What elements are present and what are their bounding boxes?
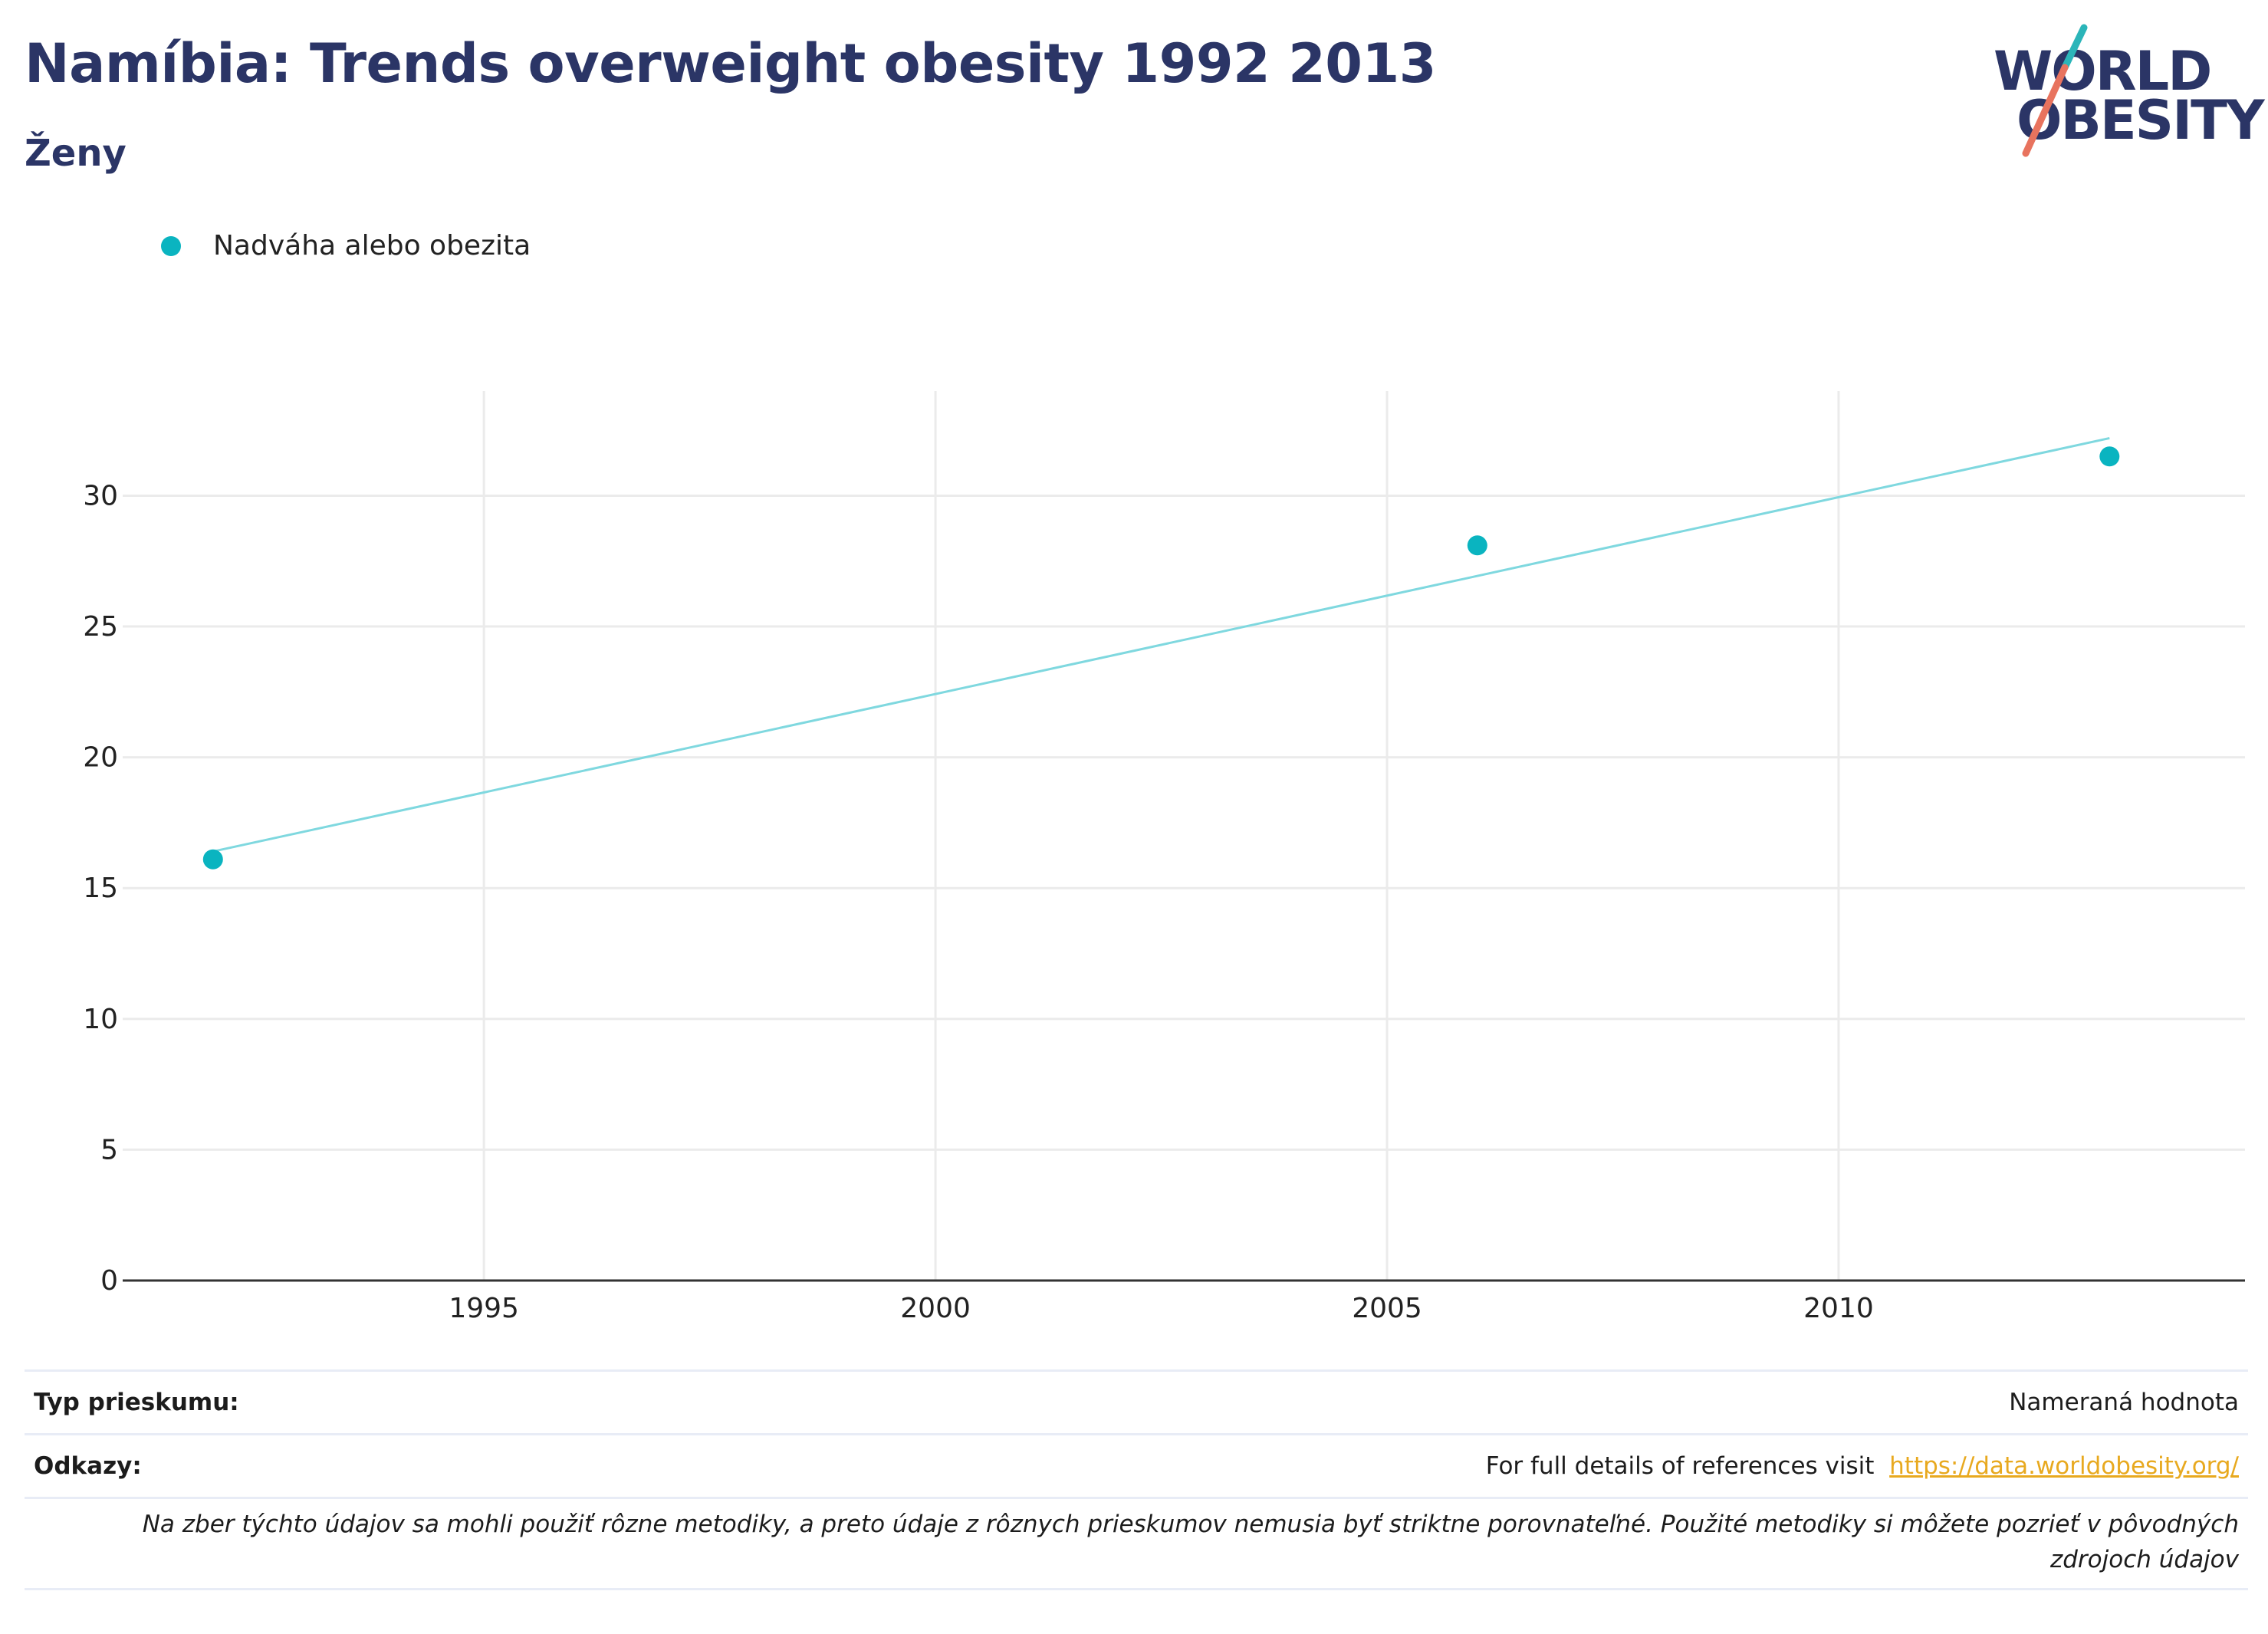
x-tick-label: 2010 xyxy=(1803,1293,1874,1324)
references-row: Odkazy: For full details of references v… xyxy=(25,1433,2248,1497)
references-link[interactable]: https://data.worldobesity.org/ xyxy=(1889,1452,2239,1480)
data-point xyxy=(202,849,223,870)
trend-line xyxy=(212,436,2110,853)
x-tick-label: 2000 xyxy=(900,1293,971,1324)
survey-type-label: Typ prieskumu: xyxy=(34,1389,239,1416)
survey-type-value: Nameraná hodnota xyxy=(2009,1389,2239,1416)
world-obesity-logo: WORLD OBESITY xyxy=(1994,23,2265,161)
y-tick-label: 25 xyxy=(83,611,118,643)
methodology-note: Na zber týchto údajov sa mohli použiť rô… xyxy=(25,1497,2248,1590)
chart-subtitle: Ženy xyxy=(25,132,127,175)
legend-marker xyxy=(161,235,181,256)
y-tick-label: 10 xyxy=(83,1004,118,1035)
y-tick-label: 20 xyxy=(83,742,118,774)
references-text: For full details of references visit htt… xyxy=(1486,1452,2239,1480)
chart-legend: Nadváha alebo obezita xyxy=(161,230,531,261)
logo-line-2: OBESITY xyxy=(2017,89,2265,152)
logo-slash-icon xyxy=(2022,24,2088,157)
legend-label: Nadváha alebo obezita xyxy=(213,230,531,261)
scatter-chart: 0 5 10 15 20 25 30 1995 2000 2005 2010 xyxy=(83,391,2245,1324)
chart-title: Namíbia: Trends overweight obesity 1992 … xyxy=(25,32,1436,95)
survey-type-row: Typ prieskumu: Nameraná hodnota xyxy=(25,1369,2248,1433)
y-tick-label: 30 xyxy=(83,480,118,511)
y-tick-label: 5 xyxy=(100,1134,118,1165)
chart-footer: Typ prieskumu: Nameraná hodnota Odkazy: … xyxy=(25,1369,2248,1590)
x-tick-label: 1995 xyxy=(449,1293,519,1324)
x-tick-label: 2005 xyxy=(1352,1293,1422,1324)
data-point xyxy=(2099,446,2120,467)
logo-line-1: WORLD xyxy=(1994,40,2212,103)
references-prefix: For full details of references visit xyxy=(1485,1452,1882,1480)
references-label: Odkazy: xyxy=(34,1452,142,1480)
y-tick-label: 15 xyxy=(83,873,118,904)
y-tick-label: 0 xyxy=(100,1265,118,1297)
data-point xyxy=(1467,535,1487,556)
